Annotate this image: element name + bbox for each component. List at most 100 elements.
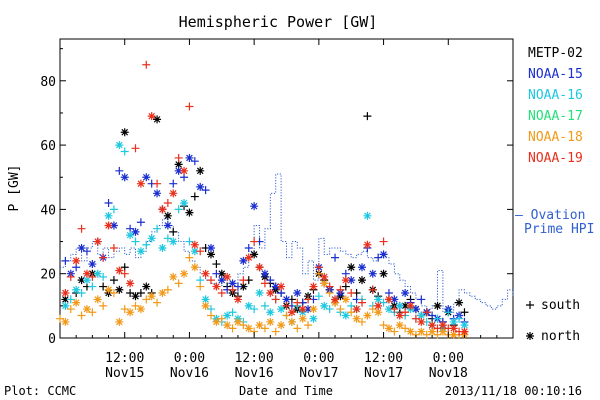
data-point-north xyxy=(126,231,135,240)
data-point-north xyxy=(244,253,253,262)
data-point-north xyxy=(271,282,280,291)
data-point-north xyxy=(233,295,242,304)
ovation-hpi-line xyxy=(60,173,514,313)
data-point-north xyxy=(298,305,307,314)
data-point-south xyxy=(66,272,75,281)
data-point-south xyxy=(120,147,129,156)
y-tick-label: 0 xyxy=(48,332,56,347)
data-point-north xyxy=(93,237,102,246)
data-point-south xyxy=(422,308,431,317)
data-point-north xyxy=(255,321,264,330)
data-point-north xyxy=(406,327,415,336)
data-point-south xyxy=(293,298,302,307)
data-point-north xyxy=(174,160,183,169)
data-point-south xyxy=(358,317,366,326)
data-point-north xyxy=(384,305,393,314)
x-tick-label-time: 0:00 xyxy=(303,351,334,366)
data-point-north xyxy=(363,240,372,249)
x-tick-label-time: 0:00 xyxy=(433,351,464,366)
data-point-south xyxy=(185,253,194,262)
data-point-south xyxy=(66,295,75,304)
data-point-north xyxy=(196,182,205,191)
x-axis-label: Date and Time xyxy=(239,384,333,398)
data-point-north xyxy=(255,263,264,272)
data-point-north xyxy=(77,243,86,252)
data-point-north xyxy=(180,166,189,175)
data-point-south xyxy=(196,247,205,256)
data-point-south xyxy=(411,314,420,323)
data-point-north xyxy=(287,308,296,317)
data-point-south xyxy=(77,311,86,320)
data-point-north xyxy=(347,263,356,272)
legend-entry: METP-02 xyxy=(528,46,583,61)
data-point-north xyxy=(428,327,437,336)
ovation-legend-label: — Ovation xyxy=(515,208,585,223)
data-point-north xyxy=(438,327,447,336)
chart-title: Hemispheric Power [GW] xyxy=(179,13,378,31)
x-tick-label-date: Nov17 xyxy=(299,366,338,381)
y-tick-label: 20 xyxy=(40,268,56,283)
data-point-south xyxy=(304,321,313,330)
data-point-north xyxy=(320,272,329,281)
data-point-north xyxy=(104,285,113,294)
data-point-north xyxy=(61,288,70,297)
data-point-north xyxy=(374,295,383,304)
data-point-north xyxy=(126,308,135,317)
data-point-south xyxy=(444,308,453,317)
data-point-south xyxy=(109,276,118,285)
data-point-north xyxy=(77,276,86,285)
data-point-north xyxy=(180,269,189,278)
data-point-north xyxy=(390,295,399,304)
data-point-south xyxy=(368,285,377,294)
legend-entry: NOAA-19 xyxy=(528,151,583,166)
data-point-north xyxy=(190,263,199,272)
data-point-south xyxy=(109,205,118,214)
x-tick-label-date: Nov18 xyxy=(429,366,468,381)
data-point-north xyxy=(61,295,70,304)
data-point-north xyxy=(169,272,178,281)
data-point-north xyxy=(358,263,366,272)
data-point-north xyxy=(153,115,162,124)
data-point-south xyxy=(136,288,145,297)
data-point-north xyxy=(368,269,377,278)
data-point-south xyxy=(104,198,113,207)
data-point-south xyxy=(347,288,356,297)
data-point-north xyxy=(233,317,242,326)
data-point-south xyxy=(109,288,118,297)
data-point-south xyxy=(153,224,162,233)
data-point-north xyxy=(395,321,404,330)
data-point-south xyxy=(131,301,140,310)
data-point-north xyxy=(358,276,366,285)
data-point-north xyxy=(309,314,318,323)
data-point-north xyxy=(120,173,129,182)
data-point-south xyxy=(336,305,345,314)
data-point-north xyxy=(158,288,167,297)
y-tick-label: 80 xyxy=(40,75,56,90)
data-point-north xyxy=(153,189,162,198)
data-point-south xyxy=(120,269,129,278)
legend-entry: NOAA-18 xyxy=(528,130,583,145)
data-point-north xyxy=(293,288,302,297)
data-point-south xyxy=(282,311,291,320)
data-point-north xyxy=(228,279,237,288)
data-point-south xyxy=(153,298,162,307)
data-point-south xyxy=(207,276,215,285)
plot-timestamp: 2013/11/18 00:10:16 xyxy=(445,384,582,398)
data-point-north xyxy=(147,112,156,121)
data-point-north xyxy=(298,314,307,323)
legend-entry: NOAA-15 xyxy=(528,67,583,82)
data-point-south xyxy=(260,301,269,310)
data-point-south xyxy=(201,186,210,195)
series-noaa-19 xyxy=(61,60,469,336)
data-point-north xyxy=(363,311,372,320)
data-point-north xyxy=(115,141,124,150)
data-point-north xyxy=(207,250,215,259)
x-tick-label-date: Nov16 xyxy=(235,366,274,381)
data-point-north xyxy=(449,324,458,333)
data-point-south xyxy=(271,327,280,336)
ovation-legend-label-2: Prime HPI xyxy=(524,222,594,237)
data-point-south xyxy=(120,305,129,314)
data-point-south xyxy=(174,279,183,288)
data-point-north xyxy=(277,321,286,330)
